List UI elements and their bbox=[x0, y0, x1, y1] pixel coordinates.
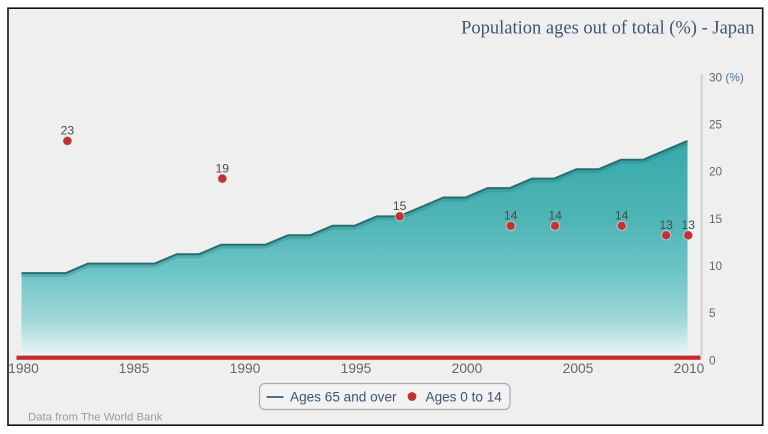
svg-text:30 (%): 30 (%) bbox=[709, 70, 744, 84]
svg-text:2005: 2005 bbox=[563, 361, 594, 376]
svg-text:14: 14 bbox=[504, 209, 518, 223]
svg-text:2000: 2000 bbox=[452, 361, 483, 376]
svg-text:15: 15 bbox=[393, 199, 407, 213]
svg-text:13: 13 bbox=[659, 218, 673, 232]
svg-text:2010: 2010 bbox=[674, 361, 705, 376]
svg-text:15: 15 bbox=[709, 212, 723, 226]
svg-text:Ages 65 and over: Ages 65 and over bbox=[290, 390, 397, 405]
svg-text:Ages 0 to 14: Ages 0 to 14 bbox=[426, 390, 503, 405]
svg-text:5: 5 bbox=[709, 306, 716, 320]
svg-text:1980: 1980 bbox=[8, 361, 39, 376]
svg-text:Data from The World Bank: Data from The World Bank bbox=[28, 412, 163, 424]
svg-text:14: 14 bbox=[615, 209, 629, 223]
svg-text:1985: 1985 bbox=[119, 361, 150, 376]
svg-text:13: 13 bbox=[681, 218, 695, 232]
svg-text:23: 23 bbox=[61, 124, 75, 138]
svg-text:1990: 1990 bbox=[230, 361, 261, 376]
svg-text:10: 10 bbox=[709, 259, 723, 273]
svg-text:1995: 1995 bbox=[341, 361, 372, 376]
svg-text:20: 20 bbox=[709, 165, 723, 179]
svg-text:25: 25 bbox=[709, 117, 723, 131]
svg-text:Population ages out of total (: Population ages out of total (%) - Japan bbox=[461, 19, 754, 39]
svg-text:0: 0 bbox=[709, 353, 716, 367]
svg-text:14: 14 bbox=[548, 209, 562, 223]
svg-text:19: 19 bbox=[216, 161, 230, 175]
